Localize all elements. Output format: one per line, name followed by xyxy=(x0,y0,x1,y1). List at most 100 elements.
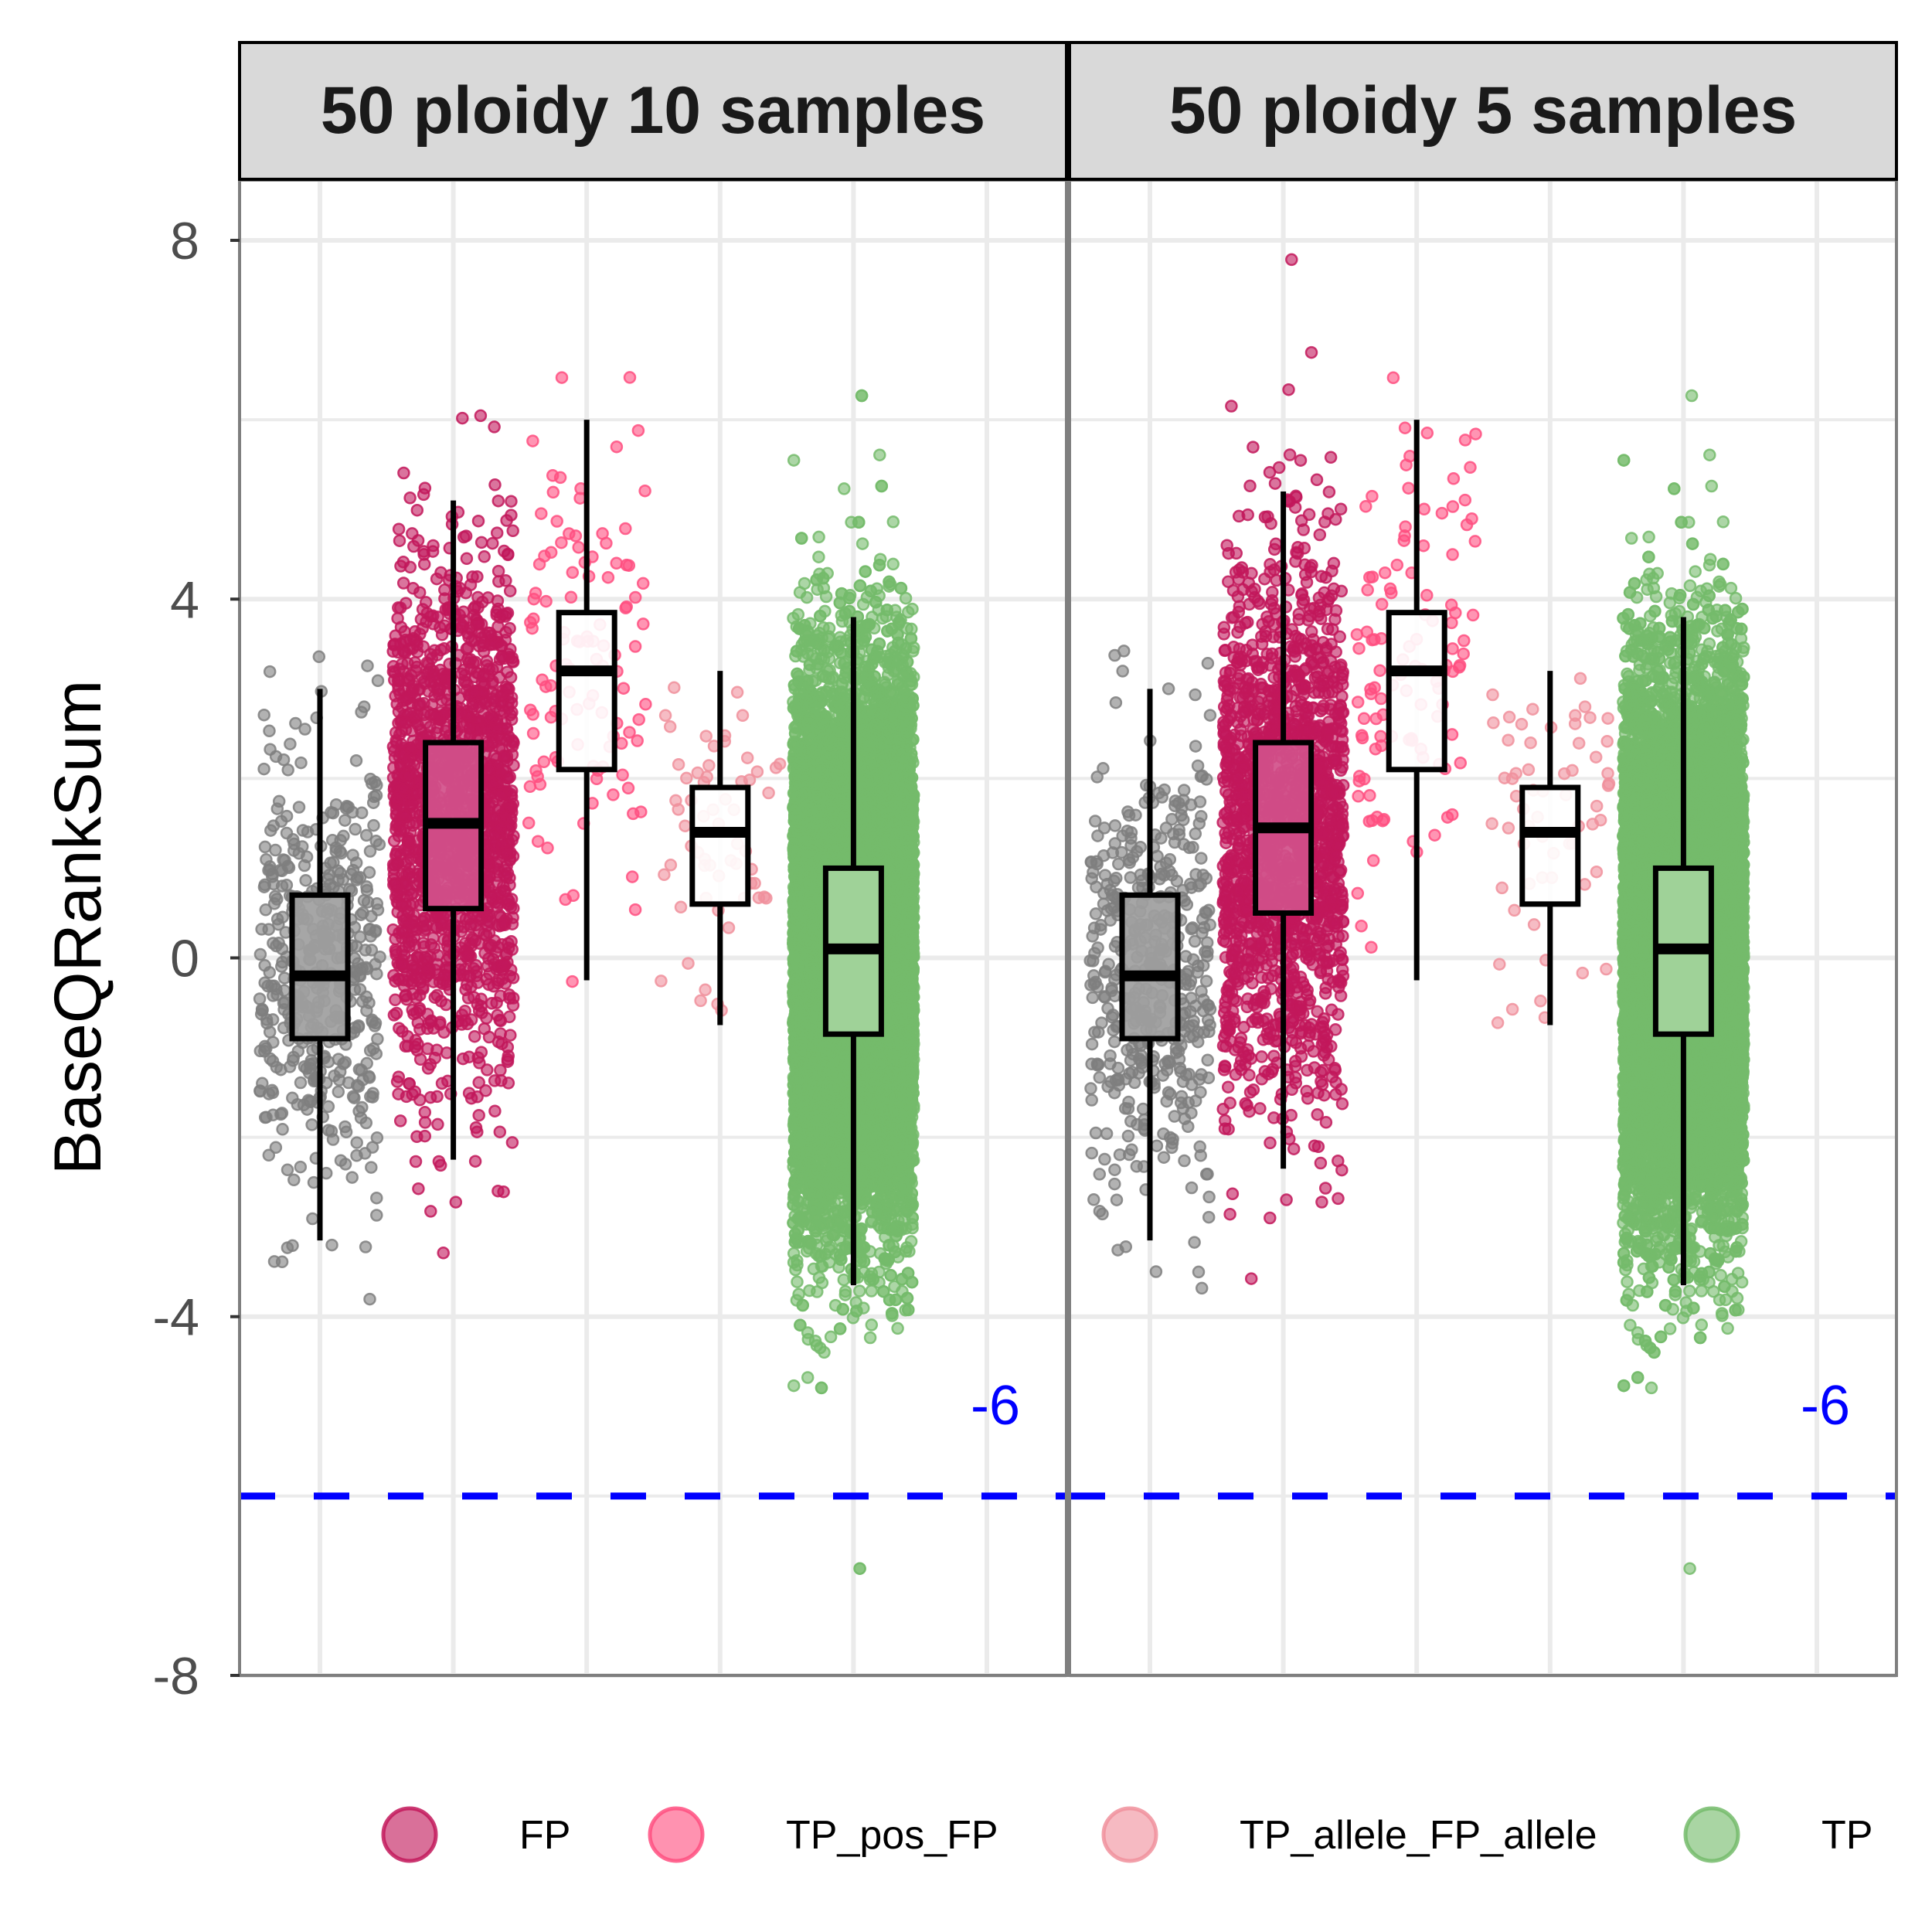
data-point xyxy=(366,1162,376,1173)
data-point xyxy=(630,592,641,603)
data-point xyxy=(405,562,416,573)
data-point xyxy=(332,866,343,876)
data-point xyxy=(362,885,372,896)
data-point xyxy=(267,1014,278,1025)
data-point xyxy=(486,631,497,641)
data-point xyxy=(474,1110,485,1121)
data-point xyxy=(333,1087,344,1097)
data-point xyxy=(700,985,711,995)
data-point xyxy=(314,651,325,662)
data-point xyxy=(457,413,468,423)
data-point xyxy=(264,666,275,677)
data-point xyxy=(505,623,515,634)
data-point xyxy=(489,421,500,432)
data-point xyxy=(367,1142,378,1153)
data-point xyxy=(701,731,712,742)
data-point xyxy=(431,711,442,722)
data-point xyxy=(507,1137,518,1148)
data-point xyxy=(475,410,486,421)
data-point xyxy=(603,572,614,583)
data-point xyxy=(338,831,349,842)
data-point xyxy=(413,719,423,730)
data-point xyxy=(461,531,471,542)
data-point xyxy=(406,872,417,883)
data-point xyxy=(280,855,291,866)
data-point xyxy=(440,999,451,1010)
data-point xyxy=(575,493,586,504)
data-point xyxy=(665,721,675,732)
data-point xyxy=(420,1117,430,1128)
data-point xyxy=(328,1134,338,1145)
data-point xyxy=(327,1240,338,1250)
data-point xyxy=(340,1158,351,1169)
data-point xyxy=(352,1080,362,1090)
data-point xyxy=(351,858,362,869)
data-point xyxy=(400,717,410,728)
data-point xyxy=(420,483,430,494)
data-point xyxy=(683,958,694,969)
data-point xyxy=(638,578,648,589)
data-point xyxy=(566,592,577,603)
data-point xyxy=(393,1089,404,1100)
data-point xyxy=(259,764,270,774)
data-point xyxy=(348,1091,359,1102)
data-point xyxy=(498,959,509,970)
data-point xyxy=(395,603,406,614)
data-point xyxy=(570,530,581,541)
data-point xyxy=(469,1031,480,1042)
data-point xyxy=(399,784,410,794)
data-point xyxy=(490,479,501,490)
data-point xyxy=(498,1186,509,1197)
data-point xyxy=(465,919,476,930)
data-point xyxy=(552,516,563,527)
data-point xyxy=(419,709,430,720)
data-point xyxy=(498,750,509,761)
data-point xyxy=(473,602,484,613)
data-point xyxy=(327,835,338,845)
data-point xyxy=(489,696,500,706)
data-point xyxy=(502,549,513,560)
data-point xyxy=(299,860,310,871)
data-point xyxy=(634,714,645,725)
data-point xyxy=(500,575,511,586)
data-point xyxy=(347,1172,358,1183)
data-point xyxy=(620,523,631,534)
data-point xyxy=(414,587,425,598)
data-point xyxy=(407,688,418,699)
data-point xyxy=(560,894,571,905)
data-point xyxy=(411,662,422,672)
data-point xyxy=(255,949,266,960)
data-point xyxy=(618,683,629,694)
data-point xyxy=(493,1036,504,1047)
data-point xyxy=(301,875,311,886)
data-point xyxy=(343,801,354,812)
data-point xyxy=(487,538,498,549)
data-point xyxy=(465,664,476,675)
data-point xyxy=(403,770,413,781)
data-point xyxy=(437,1078,447,1089)
data-point xyxy=(391,879,402,889)
data-point xyxy=(270,751,281,762)
data-point xyxy=(396,658,407,669)
data-point xyxy=(392,1077,403,1087)
data-point xyxy=(427,546,438,557)
data-point xyxy=(487,893,498,903)
data-point xyxy=(416,972,427,983)
data-point xyxy=(275,1109,286,1120)
data-point xyxy=(493,566,504,577)
data-point xyxy=(507,919,518,930)
data-point xyxy=(528,728,539,739)
data-point xyxy=(372,898,383,909)
data-point xyxy=(680,821,691,832)
data-point xyxy=(527,436,538,447)
data-point xyxy=(702,771,713,782)
data-point xyxy=(464,723,475,734)
data-point xyxy=(770,762,781,773)
data-point xyxy=(539,757,549,767)
data-point xyxy=(493,942,504,953)
data-point xyxy=(463,642,474,653)
data-point xyxy=(398,468,409,478)
data-point xyxy=(668,682,679,693)
data-point xyxy=(417,984,428,995)
data-point xyxy=(393,957,403,968)
